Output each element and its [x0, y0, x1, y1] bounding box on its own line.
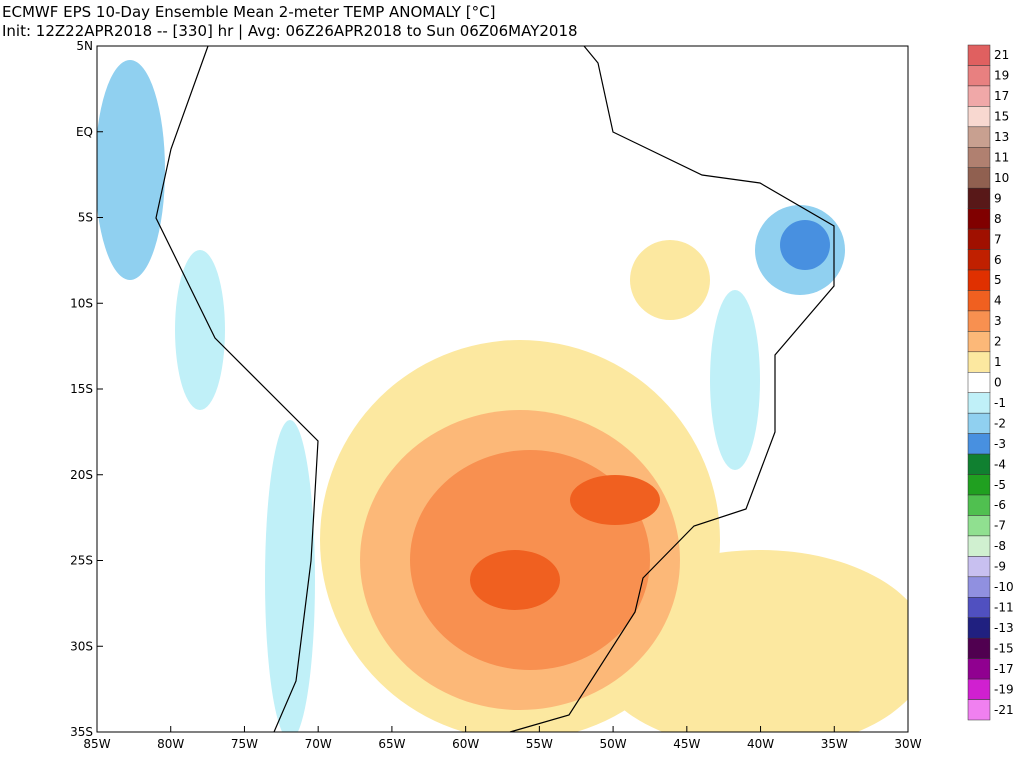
colorbar-label: -2 [994, 416, 1006, 430]
colorbar-label: 17 [994, 89, 1009, 103]
lat-label: 35S [70, 725, 93, 739]
colorbar-swatch [967, 678, 991, 700]
colorbar-label: -13 [994, 621, 1014, 635]
colorbar-label: -7 [994, 519, 1006, 533]
colorbar-swatch [967, 44, 991, 66]
colorbar-label: 6 [994, 253, 1002, 267]
colorbar-swatch [967, 535, 991, 557]
colorbar-swatch [967, 474, 991, 496]
colorbar-swatch [967, 433, 991, 455]
colorbar-swatch [967, 167, 991, 189]
colorbar-swatch [967, 658, 991, 680]
colorbar-swatch [967, 576, 991, 598]
lon-label: 55W [526, 737, 553, 751]
lon-label: 75W [231, 737, 258, 751]
colorbar-label: -19 [994, 682, 1014, 696]
anomaly-field [97, 60, 908, 732]
colorbar-label: 13 [994, 130, 1009, 144]
colorbar-label: 8 [994, 212, 1002, 226]
lon-label: 35W [821, 737, 848, 751]
colorbar-swatch [967, 637, 991, 659]
colorbar-label: -5 [994, 478, 1006, 492]
colorbar-swatch [967, 126, 991, 148]
lon-label: 30W [894, 737, 921, 751]
colorbar-swatch [967, 617, 991, 639]
colorbar-swatch [967, 453, 991, 475]
colorbar-label: 2 [994, 335, 1002, 349]
colorbar-swatch [967, 412, 991, 434]
lat-label: 10S [70, 296, 93, 310]
colorbar-swatch [967, 556, 991, 578]
colorbar-swatch [967, 249, 991, 271]
colorbar-label: 9 [994, 191, 1002, 205]
colorbar-swatch [967, 699, 991, 721]
colorbar-swatch [967, 372, 991, 393]
colorbar-swatch [967, 290, 991, 312]
colorbar-label: -4 [994, 457, 1006, 471]
title: ECMWF EPS 10-Day Ensemble Mean 2-meter T… [2, 3, 495, 21]
lon-label: 60W [452, 737, 479, 751]
colorbar-label: 10 [994, 171, 1009, 185]
colorbar-swatch [967, 228, 991, 250]
colorbar-swatch [967, 515, 991, 537]
colorbar-label: -11 [994, 601, 1014, 615]
colorbar-label: -8 [994, 539, 1006, 553]
lon-label: 40W [747, 737, 774, 751]
lat-label: 15S [70, 382, 93, 396]
colorbar-label: 1 [994, 355, 1002, 369]
colorbar-swatch [967, 147, 991, 168]
colorbar-swatch [967, 331, 991, 353]
colorbar-label: -21 [994, 703, 1014, 717]
coastline [155, 45, 319, 733]
colorbar-swatch [967, 351, 991, 373]
lon-label: 50W [600, 737, 627, 751]
subtitle: Init: 12Z22APR2018 -- [330] hr | Avg: 06… [2, 22, 578, 40]
colorbar-label: -1 [994, 396, 1006, 410]
colorbar-label: 19 [994, 69, 1009, 83]
lat-label: 30S [70, 639, 93, 653]
colorbar-swatch [967, 106, 991, 128]
colorbar-label: 5 [994, 273, 1002, 287]
colorbar-swatch [967, 65, 991, 87]
lon-label: 65W [378, 737, 405, 751]
lon-label: 70W [305, 737, 332, 751]
colorbar-swatch [967, 392, 991, 414]
colorbar-swatch [967, 208, 991, 230]
lat-label: 25S [70, 554, 93, 568]
lon-label: 85W [83, 737, 110, 751]
colorbar-label: -15 [994, 641, 1014, 655]
colorbar-swatch [967, 187, 991, 209]
colorbar-swatch [967, 494, 991, 516]
colorbar-label: 4 [994, 294, 1002, 308]
colorbar-label: 15 [994, 110, 1009, 124]
colorbar-label: 7 [994, 232, 1002, 246]
colorbar-label: -9 [994, 560, 1006, 574]
colorbar-swatch [967, 597, 991, 618]
lat-label: 20S [70, 468, 93, 482]
colorbar-swatch [967, 310, 991, 332]
lon-label: 45W [673, 737, 700, 751]
colorbar-label: 21 [994, 48, 1009, 62]
lat-label: 5N [76, 39, 93, 53]
lat-label: 5S [78, 211, 93, 225]
colorbar-label: -17 [994, 662, 1014, 676]
coastline [509, 45, 835, 733]
lon-label: 80W [157, 737, 184, 751]
colorbar-label: 11 [994, 151, 1009, 165]
colorbar-label: -3 [994, 437, 1006, 451]
colorbar-label: -10 [994, 580, 1014, 594]
colorbar-swatch [967, 85, 991, 107]
colorbar-label: -6 [994, 498, 1006, 512]
colorbar-label: 0 [994, 376, 1002, 390]
colorbar-swatch [967, 269, 991, 291]
lat-label: EQ [76, 125, 93, 139]
colorbar-label: 3 [994, 314, 1002, 328]
